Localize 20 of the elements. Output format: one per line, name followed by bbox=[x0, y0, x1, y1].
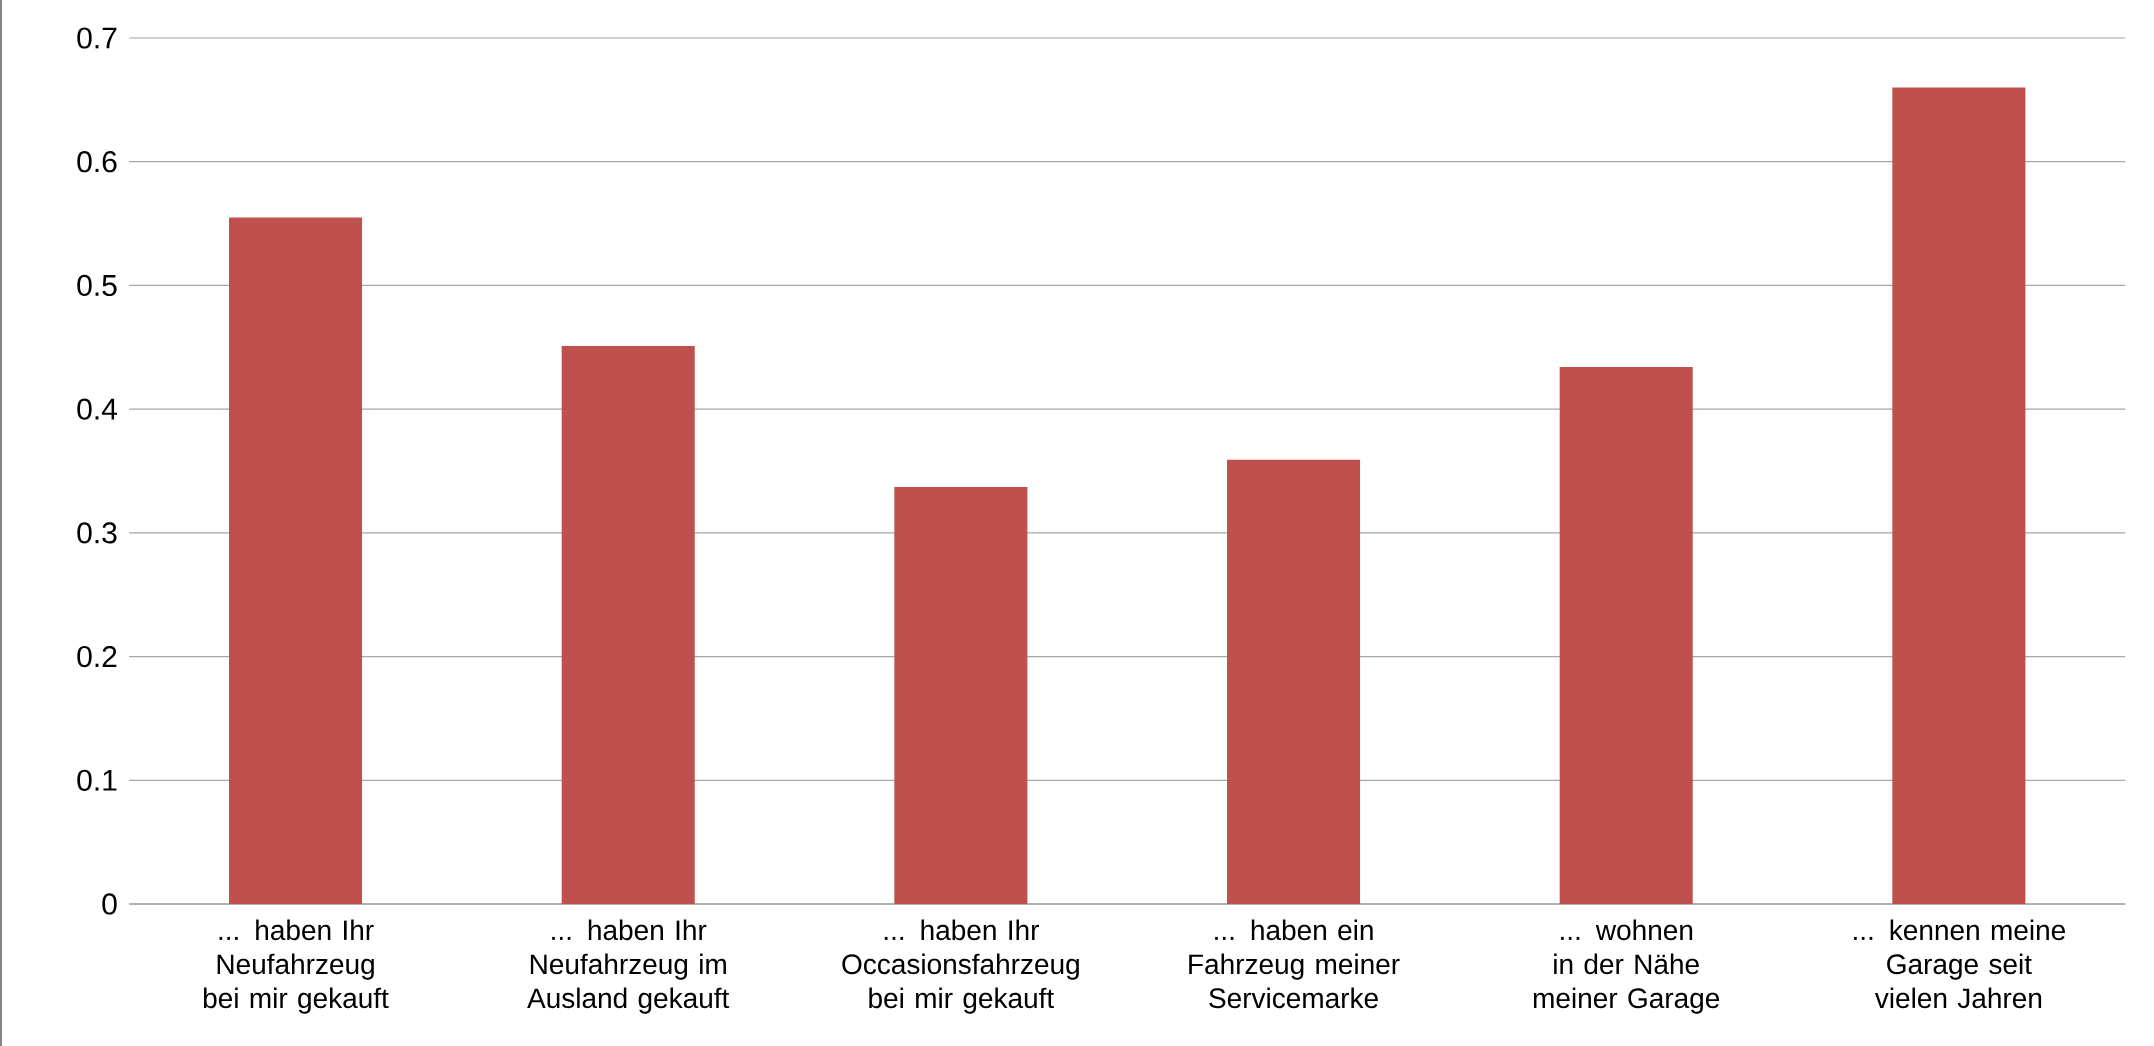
y-tick-label: 0.6 bbox=[77, 151, 117, 173]
x-tick-label: ... haben Ihr Occasionsfahrzeug bei mir gekauft bbox=[842, 919, 1079, 1014]
bar bbox=[1892, 87, 2026, 904]
y-tick-label: 0.5 bbox=[77, 274, 117, 297]
y-tick-label: 0 bbox=[102, 893, 117, 915]
y-tick-label: 0.2 bbox=[77, 645, 117, 668]
y-tick-label: 0.7 bbox=[77, 27, 117, 49]
bar bbox=[561, 346, 695, 904]
bar bbox=[894, 487, 1028, 904]
y-tick-label: 0.3 bbox=[77, 522, 117, 544]
bar bbox=[229, 217, 363, 904]
x-tick-label: ... haben Ihr Neufahrzeug bei mir gekauft bbox=[203, 919, 389, 1014]
y-tick-label: 0.4 bbox=[77, 398, 117, 420]
bar bbox=[1227, 459, 1361, 904]
x-tick-label: ... haben ein Fahrzeug meiner Servicemarke bbox=[1189, 919, 1400, 1009]
x-tick-label: ... haben Ihr Neufahrzeug im Ausland gekauft bbox=[527, 919, 730, 1014]
bar bbox=[1559, 367, 1693, 904]
x-tick-label: ... kennen meine Garage seit vielen Jahren bbox=[1854, 919, 2066, 1009]
y-tick-label: 0.1 bbox=[77, 769, 117, 791]
x-tick-label: ... wohnen in der Nähe meiner Garage bbox=[1533, 919, 1720, 1014]
